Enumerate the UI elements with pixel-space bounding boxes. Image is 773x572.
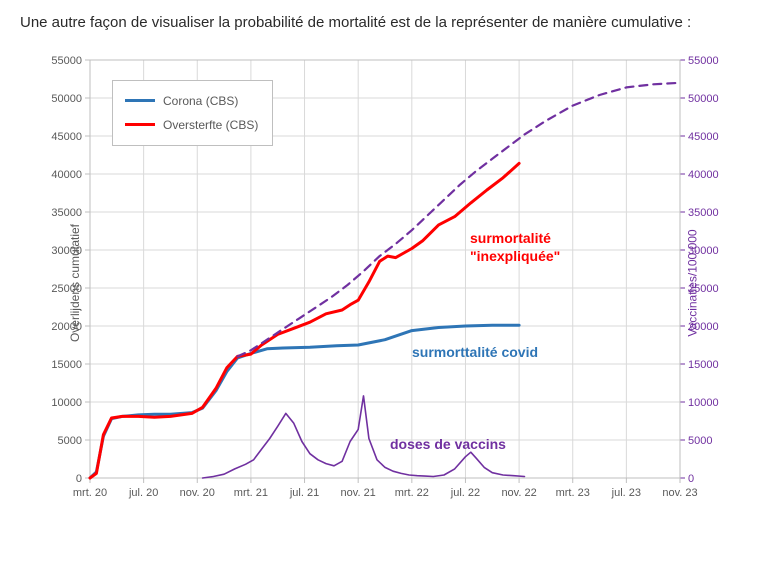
legend-item-oversterfte: Oversterfte (CBS) bbox=[125, 113, 258, 137]
svg-text:35000: 35000 bbox=[51, 207, 82, 219]
svg-text:mrt. 23: mrt. 23 bbox=[556, 487, 590, 499]
svg-text:nov. 21: nov. 21 bbox=[341, 487, 376, 499]
svg-text:40000: 40000 bbox=[688, 169, 719, 181]
legend-label: Oversterfte (CBS) bbox=[163, 118, 258, 132]
svg-text:5000: 5000 bbox=[58, 435, 82, 447]
svg-text:50000: 50000 bbox=[688, 93, 719, 105]
legend-swatch bbox=[125, 99, 155, 102]
chart-annotation: "inexpliquée" bbox=[470, 248, 560, 264]
svg-text:nov. 23: nov. 23 bbox=[662, 487, 697, 499]
chart-annotation: surmorttalité covid bbox=[412, 344, 538, 360]
svg-text:15000: 15000 bbox=[51, 359, 82, 371]
svg-text:mrt. 20: mrt. 20 bbox=[73, 487, 107, 499]
svg-text:0: 0 bbox=[76, 473, 82, 485]
svg-text:45000: 45000 bbox=[688, 131, 719, 143]
svg-text:jul. 22: jul. 22 bbox=[450, 487, 480, 499]
right-axis-label: Vaccinaties/100.000 bbox=[685, 229, 699, 336]
svg-text:15000: 15000 bbox=[688, 359, 719, 371]
svg-text:0: 0 bbox=[688, 473, 694, 485]
svg-text:jul. 23: jul. 23 bbox=[611, 487, 641, 499]
svg-text:5000: 5000 bbox=[688, 435, 712, 447]
svg-text:55000: 55000 bbox=[688, 55, 719, 67]
svg-text:jul. 21: jul. 21 bbox=[289, 487, 319, 499]
svg-text:mrt. 22: mrt. 22 bbox=[395, 487, 429, 499]
svg-text:40000: 40000 bbox=[51, 169, 82, 181]
legend-box: Corona (CBS) Oversterfte (CBS) bbox=[112, 80, 273, 146]
svg-text:mrt. 21: mrt. 21 bbox=[234, 487, 268, 499]
svg-text:10000: 10000 bbox=[51, 397, 82, 409]
svg-text:50000: 50000 bbox=[51, 93, 82, 105]
svg-text:45000: 45000 bbox=[51, 131, 82, 143]
chart-annotation: doses de vaccins bbox=[390, 436, 506, 452]
mortality-chart: Overlijdens cumulatief Vaccinaties/100.0… bbox=[20, 48, 740, 518]
svg-text:jul. 20: jul. 20 bbox=[128, 487, 158, 499]
svg-text:nov. 20: nov. 20 bbox=[180, 487, 215, 499]
legend-swatch bbox=[125, 123, 155, 126]
legend-label: Corona (CBS) bbox=[163, 94, 238, 108]
left-axis-label: Overlijdens cumulatief bbox=[68, 224, 82, 342]
chart-annotation: surmortalité bbox=[470, 230, 551, 246]
legend-item-corona: Corona (CBS) bbox=[125, 89, 258, 113]
svg-text:55000: 55000 bbox=[51, 55, 82, 67]
svg-text:nov. 22: nov. 22 bbox=[501, 487, 536, 499]
svg-text:35000: 35000 bbox=[688, 207, 719, 219]
intro-text: Une autre façon de visualiser la probabi… bbox=[20, 12, 753, 34]
svg-text:10000: 10000 bbox=[688, 397, 719, 409]
